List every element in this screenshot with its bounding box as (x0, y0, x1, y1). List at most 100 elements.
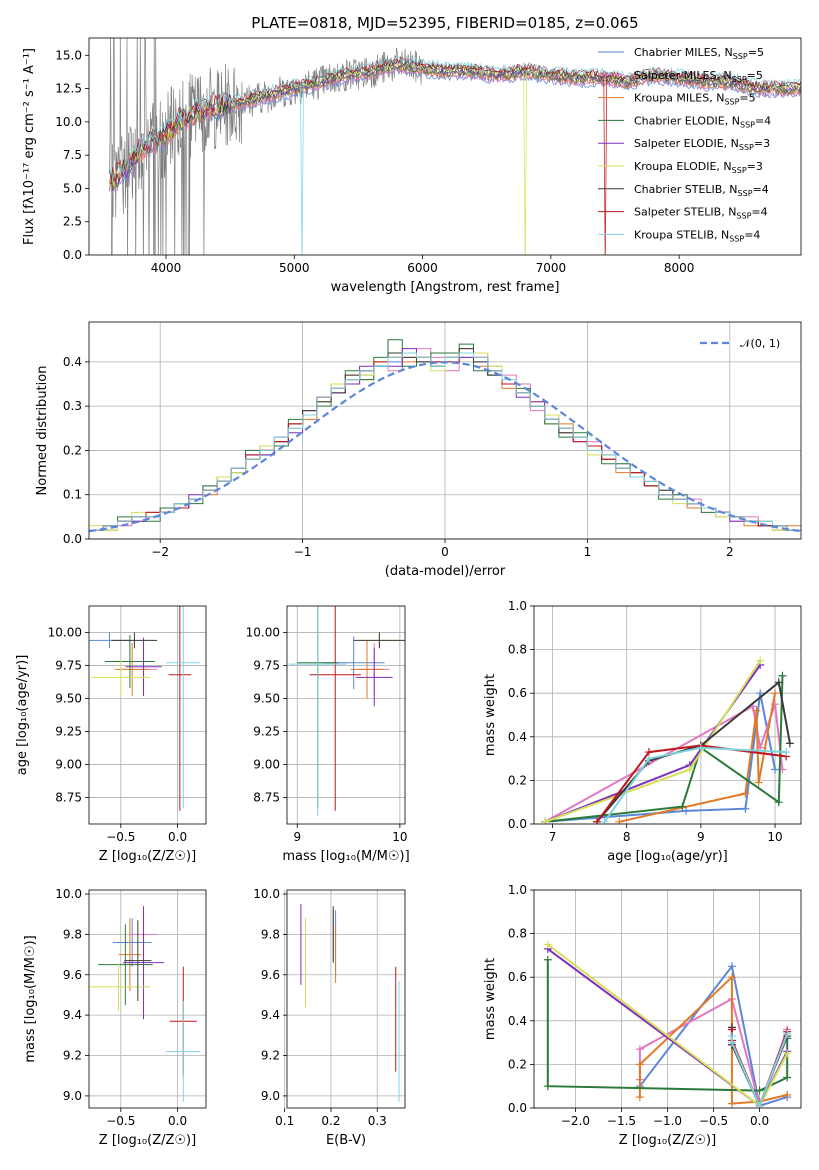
plus-marker (783, 1073, 792, 1082)
plus-marker (543, 1082, 552, 1091)
x-axis-label: Z [log₁₀(Z/Z☉)] (619, 1133, 716, 1148)
y-tick-label: 8.75 (55, 791, 82, 805)
chart-mass-weight-vs-age: 7 8 9 10 0.0 0.2 0.4 0.6 0.8 1.0 age [log₁₀(age/yr… (483, 599, 802, 864)
y-axis-label: age [log₁₀(age/yr)] (15, 655, 30, 776)
legend-text: Kroupa MILES, N (634, 92, 724, 105)
model-spectrum-line (109, 61, 801, 255)
legend-text: Kroupa ELODIE, N (634, 160, 732, 173)
legend-entry: 𝒩(0, 1) (740, 337, 780, 350)
y-tick-label: 9.4 (63, 1008, 82, 1022)
legend-entry: Kroupa MILES, NSSP=5 (634, 92, 756, 107)
chart-title: PLATE=0818, MJD=52395, FIBERID=0185, z=0… (251, 14, 638, 32)
y-tick-label: 9.8 (63, 927, 82, 941)
legend-tail: =5 (747, 69, 763, 82)
chart-age-vs-mass: 9 10 8.75 9.00 9.25 9.50 9.75 10.00 mass [log₁₀(… (246, 605, 410, 864)
x-tick-label: 2 (726, 545, 734, 559)
y-tick-label: 9.4 (261, 1008, 280, 1022)
y-tick-label: 0.2 (63, 443, 82, 457)
errorbar-point (353, 632, 405, 649)
legend-sub: SSP (732, 75, 747, 84)
errorbar-point (125, 637, 162, 696)
legend-sub: SSP (732, 166, 747, 175)
y-tick-label: 1.0 (508, 599, 527, 613)
y-axis-label: mass [log₁₀(M/M☉)] (23, 935, 38, 1062)
plus-marker (727, 962, 736, 971)
errorbar-point (112, 918, 152, 967)
plus-marker (756, 689, 765, 698)
plus-marker (771, 765, 780, 774)
plus-marker (635, 1060, 644, 1069)
y-tick-label: 2.5 (63, 215, 82, 229)
x-tick-label: 7000 (536, 261, 567, 275)
legend-text: Kroupa STELIB, N (634, 228, 729, 241)
plus-marker (682, 806, 691, 815)
legend-entry: Salpeter MILES, NSSP=5 (634, 69, 763, 84)
plus-marker (783, 1090, 792, 1099)
plus-marker (741, 804, 750, 813)
errorbar-point (166, 1001, 201, 1102)
x-tick-label: −2 (151, 545, 169, 559)
legend-text: Salpeter STELIB, N (634, 206, 736, 219)
y-tick-label: 9.50 (55, 691, 82, 705)
chart-mass-vs-Z: −0.5 0.0 9.0 9.2 9.4 9.6 9.8 10.0 Z [log₁₀(Z/Z☉)… (23, 887, 207, 1148)
y-axis-label: Flux [fλ10⁻¹⁷ erg cm⁻² s⁻¹ A⁻¹] (22, 48, 37, 245)
y-axis-label: Normed distribution (35, 366, 50, 496)
chart-residuals: −2 −1 0 1 2 0.0 0.1 0.2 0.3 0.4 (data-model)/error… (35, 321, 802, 579)
x-tick-label: 0 (441, 545, 449, 559)
x-tick-label: 10 (392, 830, 407, 844)
plus-marker (756, 656, 765, 665)
plus-marker (543, 955, 552, 964)
plus-marker (543, 940, 552, 949)
errorbar-point (115, 642, 150, 696)
series-line (596, 744, 787, 823)
y-tick-label: 9.75 (253, 658, 280, 672)
plus-marker (785, 739, 794, 748)
x-tick-label: 0.0 (750, 1114, 769, 1128)
legend-entry: Chabrier STELIB, NSSP=4 (634, 183, 769, 198)
y-tick-label: 10.0 (55, 887, 82, 901)
y-tick-label: 9.8 (261, 927, 280, 941)
x-tick-label: 9 (697, 830, 705, 844)
x-tick-label: −1 (294, 545, 312, 559)
errorbar-point (111, 632, 158, 649)
plus-marker (685, 765, 694, 774)
plus-marker (541, 817, 550, 824)
y-tick-label: 9.00 (55, 758, 82, 772)
x-tick-label: −1.0 (653, 1114, 682, 1128)
errorbar-point (168, 606, 192, 811)
y-tick-label: 10.0 (253, 887, 280, 901)
x-axis-label: mass [log₁₀(M/M☉)] (282, 849, 409, 864)
plus-marker (635, 1045, 644, 1054)
gaussian-curve (89, 361, 801, 533)
x-tick-label: −0.5 (106, 1114, 135, 1128)
legend-tail: =5 (739, 92, 755, 105)
legend-text: Chabrier ELODIE, N (634, 114, 740, 127)
plus-marker (696, 743, 705, 752)
legend-text: Chabrier STELIB, N (634, 183, 738, 196)
legend-entry: Kroupa STELIB, NSSP=4 (634, 228, 760, 243)
y-tick-label: 9.75 (55, 658, 82, 672)
plus-marker (783, 1029, 792, 1038)
plot-area (289, 606, 405, 817)
legend-tail: =4 (753, 183, 769, 196)
plus-marker (774, 678, 783, 687)
chart-spectrum: 4000 5000 6000 7000 8000 0.0 2.5 5.0 7.5 10.0 12.5… (22, 14, 802, 295)
plus-marker (754, 778, 763, 787)
plus-marker (782, 748, 791, 757)
series-line (603, 746, 787, 823)
y-tick-label: 9.6 (63, 968, 82, 982)
legend-text: Chabrier MILES, N (634, 46, 733, 59)
errorbar-point (355, 648, 393, 707)
y-tick-label: 9.6 (261, 968, 280, 982)
legend-tail: =4 (755, 114, 771, 127)
legend-sub: SSP (739, 143, 754, 152)
x-tick-label: 9 (293, 830, 301, 844)
x-axis-label: age [log₁₀(age/yr)] (607, 849, 728, 864)
y-tick-label: 0.4 (508, 1014, 527, 1028)
y-tick-label: 0.2 (508, 773, 527, 787)
x-tick-label: 7 (549, 830, 557, 844)
plus-marker (727, 1099, 736, 1108)
y-tick-label: 10.0 (55, 115, 82, 129)
y-tick-label: 0.4 (63, 355, 82, 369)
